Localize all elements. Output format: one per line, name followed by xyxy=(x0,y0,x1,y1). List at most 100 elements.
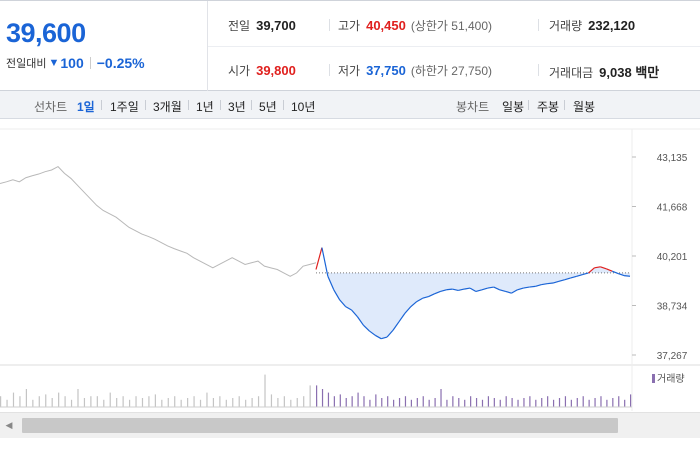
candle-chart-label: 봉차트 xyxy=(456,100,490,114)
today-volume-bar xyxy=(333,396,335,407)
stat-prev-close: 전일 39,700 xyxy=(228,17,296,34)
past-volume-bar xyxy=(58,392,60,407)
today-price-segment xyxy=(617,273,625,277)
change-label: 전일대비 xyxy=(6,58,47,70)
today-volume-bar xyxy=(363,396,365,407)
triangle-left-icon[interactable]: ◀ xyxy=(5,419,13,430)
today-volume-bar xyxy=(464,399,466,407)
today-price-segment xyxy=(392,321,400,331)
current-price: 39,600 xyxy=(6,18,86,48)
today-volume-bar xyxy=(339,394,341,407)
past-volume-bar xyxy=(251,398,253,407)
today-price-segment xyxy=(499,289,506,293)
past-volume-bar xyxy=(270,394,273,407)
candle-weekly[interactable]: 주봉 xyxy=(537,100,560,114)
today-volume-bar xyxy=(630,394,632,407)
past-volume-bar xyxy=(193,396,195,407)
today-volume-bar xyxy=(375,394,377,407)
today-price-segment xyxy=(434,290,441,295)
past-volume-bar xyxy=(141,398,144,407)
today-volume-bar xyxy=(321,389,324,407)
chart-series xyxy=(0,165,631,340)
change-divider xyxy=(89,57,91,69)
today-volume-bar xyxy=(458,398,460,407)
today-price-segment xyxy=(612,270,619,275)
past-volume-bar xyxy=(128,399,131,407)
stat-divider xyxy=(329,19,330,31)
today-price-segment xyxy=(368,330,376,336)
past-volume-bar xyxy=(167,398,169,407)
y-axis-ticks: 43,135 41,668 40,201 38,734 37,267 xyxy=(657,153,688,362)
past-volume-bar xyxy=(187,398,189,407)
today-volume-bar xyxy=(558,398,561,407)
period-1week[interactable]: 1주일 xyxy=(110,100,139,114)
today-price-segment xyxy=(321,247,329,277)
period-1year[interactable]: 1년 xyxy=(196,100,214,114)
past-price-line xyxy=(0,165,317,277)
period-1day[interactable]: 1일 xyxy=(77,100,95,114)
period-3year[interactable]: 3년 xyxy=(228,100,246,114)
today-price-segment xyxy=(315,247,323,270)
today-volume-bar xyxy=(505,396,507,407)
today-volume-bar xyxy=(404,396,407,407)
today-volume-bar xyxy=(487,396,490,407)
candle-monthly[interactable]: 월봉 xyxy=(573,100,596,114)
past-volume-bar xyxy=(161,399,163,407)
today-price-segment xyxy=(362,324,370,332)
today-price-segment xyxy=(410,301,418,308)
today-volume-bar xyxy=(529,396,531,407)
today-volume-bar xyxy=(434,398,436,407)
today-volume-bar xyxy=(564,396,567,407)
today-price-segment xyxy=(564,277,571,281)
today-price-segment xyxy=(541,283,548,286)
y-tick-label: 38,734 xyxy=(657,302,688,313)
today-price-segment xyxy=(493,286,500,291)
period-5year[interactable]: 5년 xyxy=(259,100,277,114)
period-divider xyxy=(528,100,529,110)
today-price-segment xyxy=(624,275,631,277)
past-volume-bar xyxy=(103,399,105,407)
period-3month[interactable]: 3개월 xyxy=(153,100,182,114)
y-tick-label: 43,135 xyxy=(657,153,688,164)
past-volume-bar xyxy=(38,396,40,407)
stat-value: 39,800 xyxy=(256,63,296,78)
chart-scrollbar[interactable]: ◀ xyxy=(0,412,700,438)
today-volume-bar xyxy=(422,396,424,407)
candle-daily[interactable]: 일봉 xyxy=(502,100,525,114)
past-volume-bar xyxy=(6,399,8,407)
today-volume-bar xyxy=(612,398,614,407)
past-volume-bar xyxy=(238,396,240,407)
stat-value: 37,750 xyxy=(366,63,406,78)
today-volume-bar xyxy=(381,398,383,407)
past-volume-bar xyxy=(51,398,53,407)
past-volume-bar xyxy=(303,396,305,407)
stat-value: 40,450 xyxy=(366,18,406,33)
scrollbar-thumb[interactable] xyxy=(22,418,618,433)
period-divider xyxy=(220,100,221,110)
today-volume-bar xyxy=(594,398,596,407)
past-volume-bar xyxy=(83,398,86,407)
today-price-segment xyxy=(422,295,429,299)
past-volume-bar xyxy=(296,398,298,407)
today-price-segment xyxy=(374,334,382,340)
today-volume-bar xyxy=(606,399,608,407)
today-price-segment xyxy=(428,293,435,298)
stat-value: 9,038 백만 xyxy=(599,65,660,80)
period-10year[interactable]: 10년 xyxy=(291,100,316,114)
today-volume-bar xyxy=(547,396,549,407)
y-tick-label: 41,668 xyxy=(657,203,688,214)
stat-label: 거래량 xyxy=(549,19,583,33)
past-volume-bar xyxy=(90,396,92,407)
stat-volume: 거래량 232,120 xyxy=(549,17,635,34)
price-chart[interactable]: 43,135 41,668 40,201 38,734 37,267 거래량 xyxy=(0,119,700,411)
down-arrow-icon: ▼ xyxy=(48,57,60,69)
today-price-segment xyxy=(452,288,459,292)
stat-label: 시가 xyxy=(228,64,251,78)
today-price-segment xyxy=(481,287,488,291)
past-volume-bar xyxy=(212,398,215,407)
today-price-segment xyxy=(517,287,524,291)
past-volume-bar xyxy=(64,396,66,407)
past-volume-bar xyxy=(135,396,137,407)
past-volume-bar xyxy=(25,389,27,407)
past-volume-bar xyxy=(206,392,208,407)
